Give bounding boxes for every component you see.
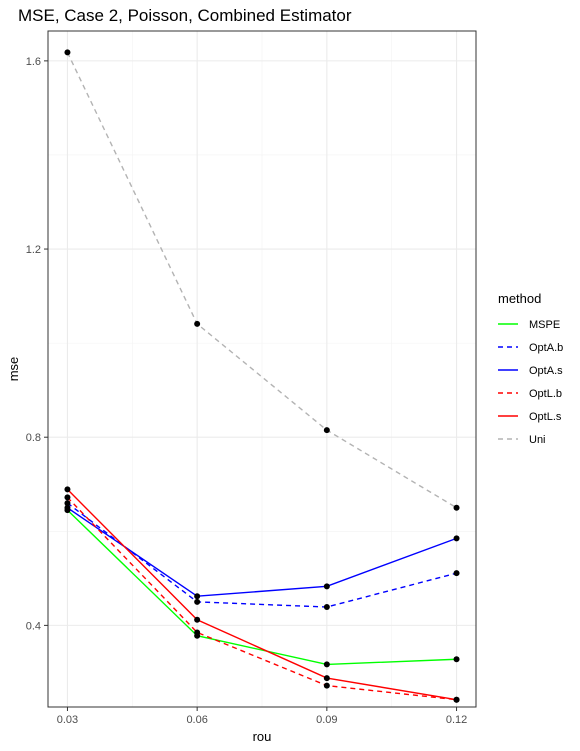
legend-label-uni: Uni (529, 434, 546, 446)
minor-gridlines (48, 31, 476, 707)
legend-label-optl-b: OptL.b (529, 388, 562, 400)
legend-label-opta-s: OptA.s (529, 365, 563, 377)
data-point-optl-b (194, 629, 201, 636)
data-point-opta-s (64, 504, 71, 511)
x-tick-label: 0.06 (186, 714, 207, 726)
data-point-uni (453, 504, 460, 511)
chart-title: MSE, Case 2, Poisson, Combined Estimator (18, 6, 352, 25)
data-point-opta-s (323, 583, 330, 590)
y-tick-label: 0.8 (26, 432, 41, 444)
data-point-uni (64, 49, 71, 56)
axis-ticks (44, 60, 458, 711)
data-point-opta-s (453, 535, 460, 542)
legend-label-opta-b: OptA.b (529, 342, 563, 354)
legend: method MSPE OptA.b OptA.s OptL.b OptL.s Uni (498, 291, 563, 446)
x-tick-labels: 0.03 0.06 0.09 0.12 (57, 714, 468, 726)
series-line-mspe (66, 509, 457, 666)
data-point-opta-b (64, 500, 71, 507)
data-point-uni (323, 427, 330, 434)
data-point-opta-b (194, 598, 201, 605)
series-lines (66, 52, 457, 701)
legend-items: MSPE OptA.b OptA.s OptL.b OptL.s Uni (498, 319, 563, 446)
data-point-optl-s (64, 486, 71, 493)
x-tick-label: 0.09 (316, 714, 337, 726)
panel-border (47, 30, 477, 708)
major-gridlines (48, 31, 476, 707)
data-point-opta-b (453, 570, 460, 577)
data-points (64, 49, 460, 703)
legend-label-mspe: MSPE (529, 319, 560, 331)
legend-title: method (498, 291, 541, 306)
series-line-optl-b (66, 496, 457, 701)
y-tick-label: 1.2 (26, 244, 41, 256)
x-axis-title: rou (253, 729, 272, 744)
data-point-mspe (323, 661, 330, 668)
series-line-uni (66, 52, 457, 509)
series-line-optl-s (66, 488, 457, 701)
data-point-opta-s (194, 593, 201, 600)
data-point-optl-s (323, 675, 330, 682)
series-line-opta-s (67, 507, 457, 597)
y-axis-title: mse (6, 357, 21, 382)
data-point-optl-b (64, 494, 71, 501)
x-tick-label: 0.12 (446, 714, 467, 726)
y-tick-labels: 0.4 0.8 1.2 1.6 (26, 56, 41, 633)
data-point-opta-b (323, 604, 330, 611)
data-point-uni (194, 320, 201, 327)
legend-label-optl-s: OptL.s (529, 411, 562, 423)
y-tick-label: 0.4 (26, 620, 41, 632)
data-point-optl-s (453, 696, 460, 703)
data-point-optl-s (194, 616, 201, 623)
y-tick-label: 1.6 (26, 56, 41, 68)
data-point-optl-b (323, 682, 330, 689)
x-tick-label: 0.03 (57, 714, 78, 726)
data-point-mspe (453, 656, 460, 663)
